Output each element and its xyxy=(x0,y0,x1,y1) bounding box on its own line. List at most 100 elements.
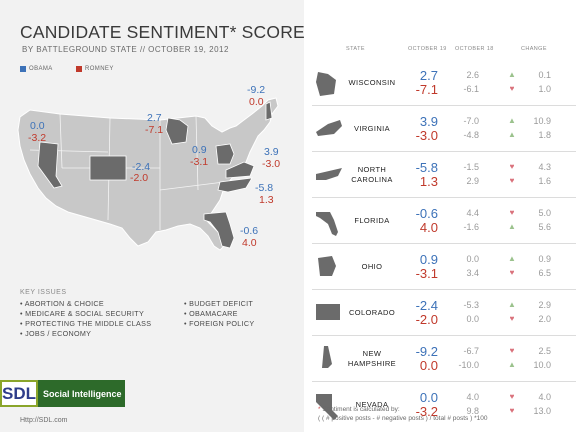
map-label-north-carolina-obama: -5.8 xyxy=(255,182,274,194)
state-name: NORTH CAROLINA xyxy=(351,165,393,184)
previous-romney: -10.0 xyxy=(458,360,479,370)
state-name: FLORIDA xyxy=(354,216,390,225)
current-obama: 0.9 xyxy=(419,252,438,267)
issue-item: • PROTECTING THE MIDDLE CLASS xyxy=(20,319,152,328)
change-obama: 4.0 xyxy=(538,392,551,402)
map-nevada xyxy=(37,141,63,189)
table-row: OHIO 0.9 -3.1 0.0 3.4 ▲ ♥ 0.9 6.5 xyxy=(312,244,576,290)
nevada-shape-icon xyxy=(316,394,338,420)
heart-down-icon: ♥ xyxy=(509,162,515,171)
map-label-florida-obama: -0.6 xyxy=(240,225,259,237)
map-virginia xyxy=(225,161,255,179)
issue-item: • JOBS / ECONOMY xyxy=(20,329,92,338)
change-obama: 4.3 xyxy=(538,162,551,172)
heart-down-icon: ♥ xyxy=(509,84,515,93)
arrow-up-icon: ▲ xyxy=(508,130,516,139)
current-romney: -7.1 xyxy=(415,82,438,97)
wisconsin-shape-icon xyxy=(316,72,336,96)
heart-down-icon: ♥ xyxy=(509,406,515,415)
map-new-hampshire xyxy=(265,101,273,121)
map-florida xyxy=(203,211,235,249)
table-row: NORTH CAROLINA -5.8 1.3 -1.5 2.9 ♥ ♥ 4.3 1.6 xyxy=(312,152,576,198)
map-label-colorado-romney: -2.0 xyxy=(130,172,149,184)
site-url[interactable]: Http://SDL.com xyxy=(20,417,68,424)
arrow-up-icon: ▲ xyxy=(508,360,516,369)
previous-romney: -1.6 xyxy=(463,222,479,232)
current-romney: -3.2 xyxy=(415,404,438,419)
change-romney: 1.0 xyxy=(538,84,551,94)
state-name: WISCONSIN xyxy=(348,78,396,87)
map-label-virginia-obama: 3.9 xyxy=(264,146,279,158)
issue-item: • ABORTION & CHOICE xyxy=(20,299,104,308)
footnote: * Sentiment is calculated by: ( ( # posi… xyxy=(318,405,487,423)
map-label-north-carolina-romney: 1.3 xyxy=(259,194,274,206)
heart-down-icon: ♥ xyxy=(509,392,515,401)
change-romney: 6.5 xyxy=(538,268,551,278)
florida-shape-icon xyxy=(316,212,338,236)
current-obama: -9.2 xyxy=(415,344,438,359)
previous-romney: 3.4 xyxy=(466,268,479,278)
state-name: OHIO xyxy=(361,262,383,271)
change-obama: 0.1 xyxy=(538,70,551,80)
change-obama: 2.5 xyxy=(538,346,551,356)
legend-swatch-romney xyxy=(76,66,82,72)
current-romney: -3.1 xyxy=(415,266,438,281)
legend-label-romney: ROMNEY xyxy=(85,66,114,72)
change-romney: 10.0 xyxy=(533,360,551,370)
previous-obama: 2.6 xyxy=(466,70,479,80)
table-row: COLORADO -2.4 -2.0 -5.3 0.0 ▲ ♥ 2.9 2.0 xyxy=(312,290,576,336)
previous-obama: -7.0 xyxy=(463,116,479,126)
change-romney: 13.0 xyxy=(533,406,551,416)
issue-item: • MEDICARE & SOCIAL SECURITY xyxy=(20,309,145,318)
state-name: NEW HAMPSHIRE xyxy=(347,349,397,368)
change-romney: 1.8 xyxy=(538,130,551,140)
previous-obama: 4.4 xyxy=(466,208,479,218)
state-name: COLORADO xyxy=(348,308,396,317)
map-label-virginia-romney: -3.0 xyxy=(262,158,281,170)
legend-swatch-obama xyxy=(20,66,26,72)
current-romney: -2.0 xyxy=(415,312,438,327)
map-label-ohio-obama: 0.9 xyxy=(192,144,207,156)
current-romney: 1.3 xyxy=(419,174,438,189)
key-issues-title: KEY ISSUES xyxy=(20,289,67,296)
map-label-nevada-obama: 0.0 xyxy=(30,120,45,132)
change-obama: 2.9 xyxy=(538,300,551,310)
arrow-up-icon: ▲ xyxy=(508,300,516,309)
footnote-formula: ( ( # positive posts - # negative posts … xyxy=(318,415,488,422)
sdl-logo: SDL Social Intelligence xyxy=(0,380,125,407)
footnote-term: Sentiment xyxy=(320,406,352,413)
table-row: FLORIDA -0.6 4.0 4.4 -1.6 ♥ ▲ 5.0 5.6 xyxy=(312,198,576,244)
current-obama: -5.8 xyxy=(415,160,438,175)
state-name: NEVADA xyxy=(355,400,389,409)
previous-obama: -1.5 xyxy=(463,162,479,172)
us-map xyxy=(17,97,279,251)
heart-down-icon: ♥ xyxy=(509,208,515,217)
change-obama: 10.9 xyxy=(533,116,551,126)
issue-item: • FOREIGN POLICY xyxy=(184,319,255,328)
current-obama: -0.6 xyxy=(415,206,438,221)
header-state: STATE xyxy=(346,46,365,52)
table-row: NEVADA 0.0 -3.2 4.0 9.8 ♥ ♥ 4.0 13.0 xyxy=(312,382,576,428)
logo-mark: SDL xyxy=(0,380,38,407)
current-romney: 4.0 xyxy=(419,220,438,235)
footnote-line1: is calculated by: xyxy=(351,406,400,413)
change-obama: 0.9 xyxy=(538,254,551,264)
map-ohio xyxy=(215,143,235,165)
table-panel xyxy=(304,0,576,432)
change-romney: 1.6 xyxy=(538,176,551,186)
state-name: VIRGINIA xyxy=(353,124,391,133)
arrow-up-icon: ▲ xyxy=(508,116,516,125)
map-label-nevada-romney: -3.2 xyxy=(28,132,47,144)
header-current: OCTOBER 19 xyxy=(408,46,447,52)
previous-romney: 2.9 xyxy=(466,176,479,186)
us-map-outline xyxy=(17,97,279,251)
map-label-wisconsin-romney: -7.1 xyxy=(145,124,164,136)
row-divider xyxy=(312,243,576,244)
heart-down-icon: ♥ xyxy=(509,176,515,185)
legend-label-obama: OBAMA xyxy=(29,66,53,72)
previous-romney: -4.8 xyxy=(463,130,479,140)
current-obama: 3.9 xyxy=(419,114,438,129)
table-row: VIRGINIA 3.9 -3.0 -7.0 -4.8 ▲ ▲ 10.9 1.8 xyxy=(312,106,576,152)
arrow-up-icon: ▲ xyxy=(508,222,516,231)
page-subtitle: BY BATTLEGROUND STATE // OCTOBER 19, 201… xyxy=(22,45,229,54)
